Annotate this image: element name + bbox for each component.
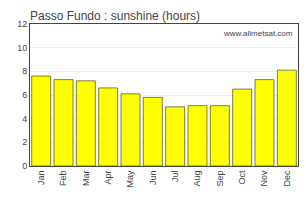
svg-text:Sep: Sep [215, 171, 225, 187]
svg-text:Aug: Aug [192, 171, 202, 187]
svg-text:Mar: Mar [81, 171, 91, 187]
svg-text:www.allmetsat.com: www.allmetsat.com [223, 29, 293, 38]
svg-text:Feb: Feb [58, 171, 68, 187]
svg-text:Jul: Jul [170, 171, 180, 183]
svg-text:Apr: Apr [103, 171, 113, 185]
svg-text:10: 10 [17, 43, 27, 53]
svg-text:12: 12 [17, 19, 27, 29]
svg-text:Oct: Oct [237, 170, 247, 185]
svg-text:0: 0 [22, 161, 27, 171]
svg-text:Jan: Jan [36, 171, 46, 186]
svg-text:2: 2 [22, 137, 27, 147]
svg-text:Dec: Dec [282, 170, 292, 187]
svg-text:Passo Fundo : sunshine (hours): Passo Fundo : sunshine (hours) [30, 9, 200, 23]
svg-text:8: 8 [22, 66, 27, 76]
svg-text:Nov: Nov [259, 170, 269, 187]
svg-text:4: 4 [22, 114, 27, 124]
svg-text:6: 6 [22, 90, 27, 100]
svg-text:May: May [125, 170, 135, 188]
svg-text:Jun: Jun [148, 171, 158, 186]
